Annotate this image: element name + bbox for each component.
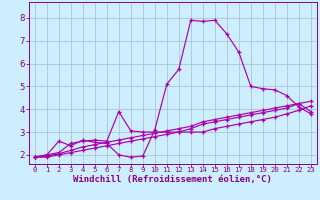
X-axis label: Windchill (Refroidissement éolien,°C): Windchill (Refroidissement éolien,°C) — [73, 175, 272, 184]
